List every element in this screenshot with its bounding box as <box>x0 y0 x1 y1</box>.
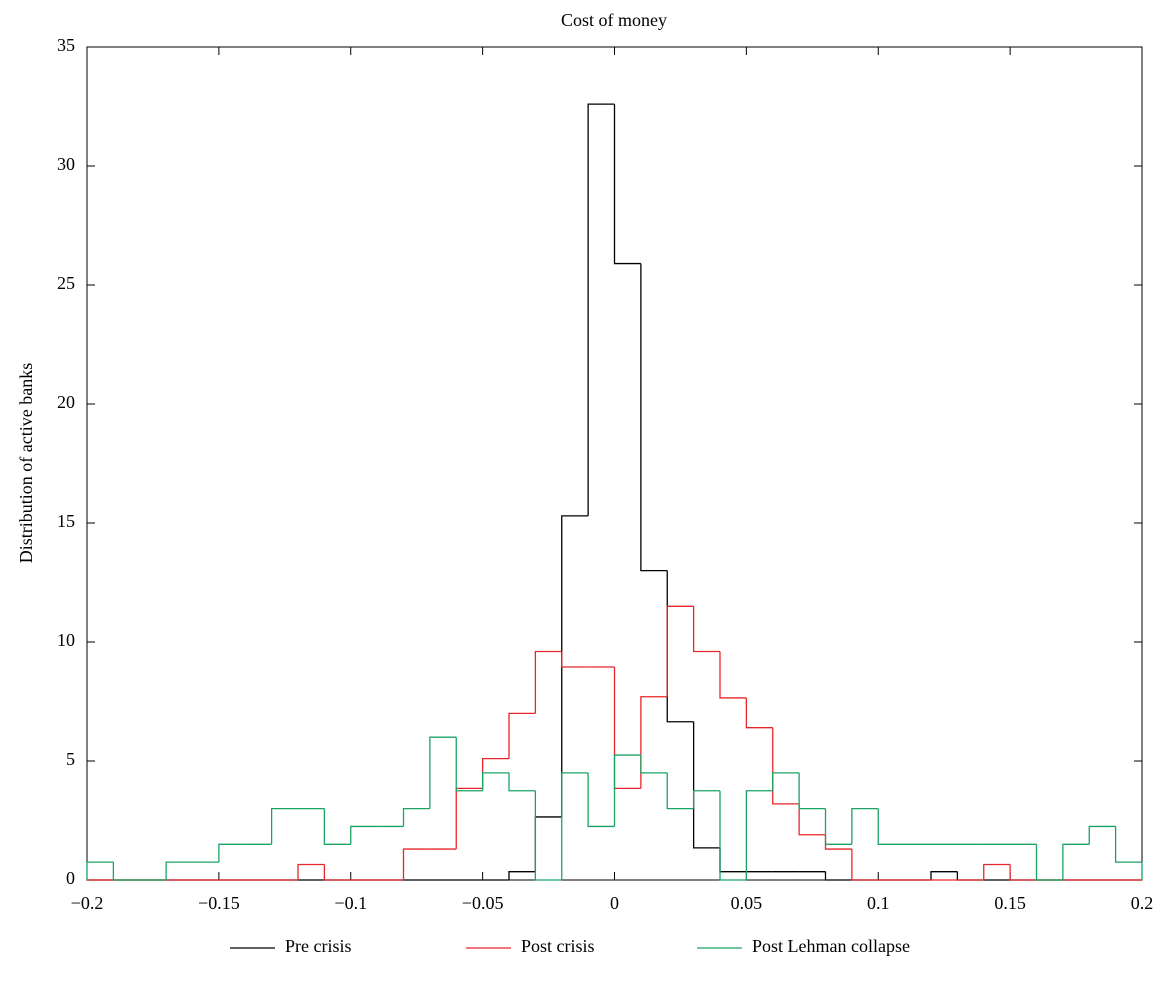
histogram-step <box>350 825 378 845</box>
y-tick-label: 20 <box>57 392 75 412</box>
histogram-step <box>798 772 826 810</box>
histogram-step <box>508 712 536 759</box>
histogram-step <box>772 727 800 805</box>
chart-title: Cost of money <box>561 10 667 30</box>
histogram-step <box>824 834 852 850</box>
histogram-step <box>165 861 193 880</box>
y-tick-label: 0 <box>66 868 75 888</box>
histogram-step <box>1009 864 1037 881</box>
legend-label: Post crisis <box>521 936 595 956</box>
histogram-step <box>1035 844 1063 881</box>
histogram-step <box>587 772 615 828</box>
x-tick-label: 0 <box>610 893 619 913</box>
histogram-step <box>561 772 589 880</box>
y-tick-label: 30 <box>57 154 75 174</box>
histogram-step <box>534 790 562 881</box>
x-tick-label: −0.1 <box>334 893 367 913</box>
histogram-step <box>640 696 668 789</box>
histogram-step <box>270 807 298 845</box>
x-tick-label: −0.2 <box>71 893 104 913</box>
histogram-step <box>613 666 641 790</box>
histogram-step <box>640 263 668 572</box>
histogram-step <box>613 754 641 827</box>
histogram-step <box>1088 825 1116 845</box>
histogram-step <box>930 871 958 880</box>
y-tick-label: 10 <box>57 630 75 650</box>
x-tick-label: −0.15 <box>198 893 240 913</box>
histogram-step <box>402 807 430 827</box>
x-tick-label: 0.05 <box>731 893 763 913</box>
histogram-step <box>1062 843 1090 880</box>
histogram-step <box>692 606 720 653</box>
histogram-step <box>798 803 826 836</box>
legend-label: Pre crisis <box>285 936 352 956</box>
histogram-step <box>692 721 720 849</box>
histogram-step <box>956 871 984 881</box>
y-tick-label: 25 <box>57 273 75 293</box>
histogram-step <box>86 861 114 880</box>
histogram-step <box>534 650 562 714</box>
y-tick-label: 35 <box>57 35 75 55</box>
histogram-step <box>508 772 536 792</box>
histogram-step <box>297 863 325 880</box>
histogram-step <box>851 807 879 845</box>
x-tick-label: 0.1 <box>867 893 890 913</box>
histogram-step <box>481 772 509 791</box>
histogram-step <box>112 862 140 881</box>
legend-label: Post Lehman collapse <box>752 936 910 956</box>
x-tick-label: 0.2 <box>1131 893 1154 913</box>
x-tick-label: 0.15 <box>994 893 1026 913</box>
histogram-step <box>692 790 720 809</box>
histogram-step <box>719 790 747 881</box>
x-tick-label: −0.05 <box>462 893 504 913</box>
histogram-step <box>824 808 852 845</box>
histogram-step <box>561 651 589 668</box>
histogram-step <box>534 816 562 872</box>
histogram-step <box>587 103 615 516</box>
histogram-step <box>402 848 430 880</box>
histogram-step <box>824 871 852 881</box>
histogram-step <box>455 787 483 850</box>
histogram-step <box>666 772 694 810</box>
histogram-step <box>561 515 589 817</box>
histogram-step <box>218 843 246 863</box>
histogram-step <box>719 847 747 873</box>
histogram-step <box>772 772 800 791</box>
y-tick-label: 15 <box>57 511 75 531</box>
histogram-step <box>877 808 905 845</box>
histogram-step <box>613 104 641 265</box>
histogram-step <box>983 863 1011 880</box>
histogram-step <box>851 849 879 881</box>
histogram-step <box>666 570 694 723</box>
histogram-step <box>745 697 773 729</box>
y-axis-label: Distribution of active banks <box>16 363 36 563</box>
histogram-step <box>1114 826 1143 880</box>
histogram-step <box>719 651 747 699</box>
histogram-step <box>323 808 351 845</box>
histogram-step <box>323 864 351 881</box>
histogram-step <box>745 790 773 880</box>
y-tick-label: 5 <box>66 749 75 769</box>
histogram-step <box>640 755 668 774</box>
histogram-step <box>666 605 694 697</box>
histogram-step <box>429 736 457 809</box>
histogram-step <box>508 871 536 880</box>
histogram-step <box>455 737 483 792</box>
